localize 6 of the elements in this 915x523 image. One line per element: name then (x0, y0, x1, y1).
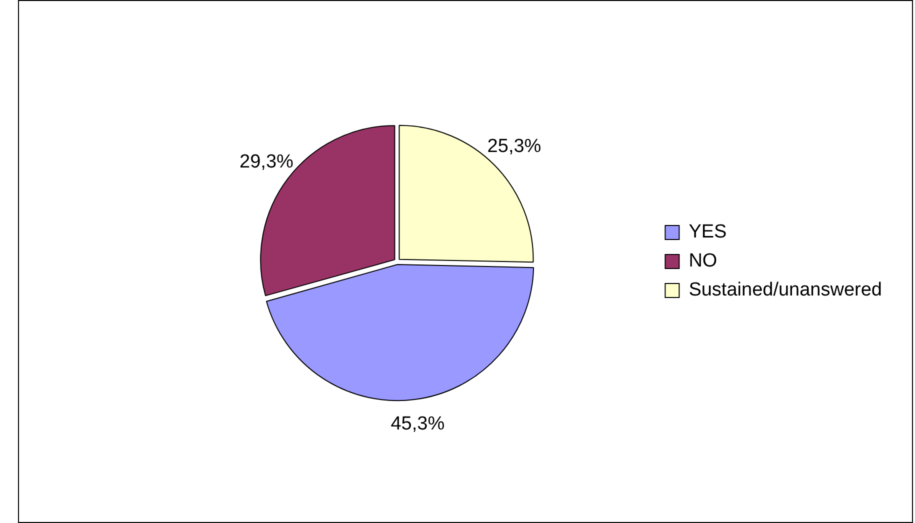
legend-label: YES (688, 222, 727, 243)
legend-label: NO (688, 250, 718, 272)
data-label: 25,3% (487, 136, 542, 157)
data-label: 29,3% (240, 152, 294, 173)
data-label: 45,3% (390, 413, 445, 434)
legend-label: Sustained/unanswered (688, 280, 882, 301)
